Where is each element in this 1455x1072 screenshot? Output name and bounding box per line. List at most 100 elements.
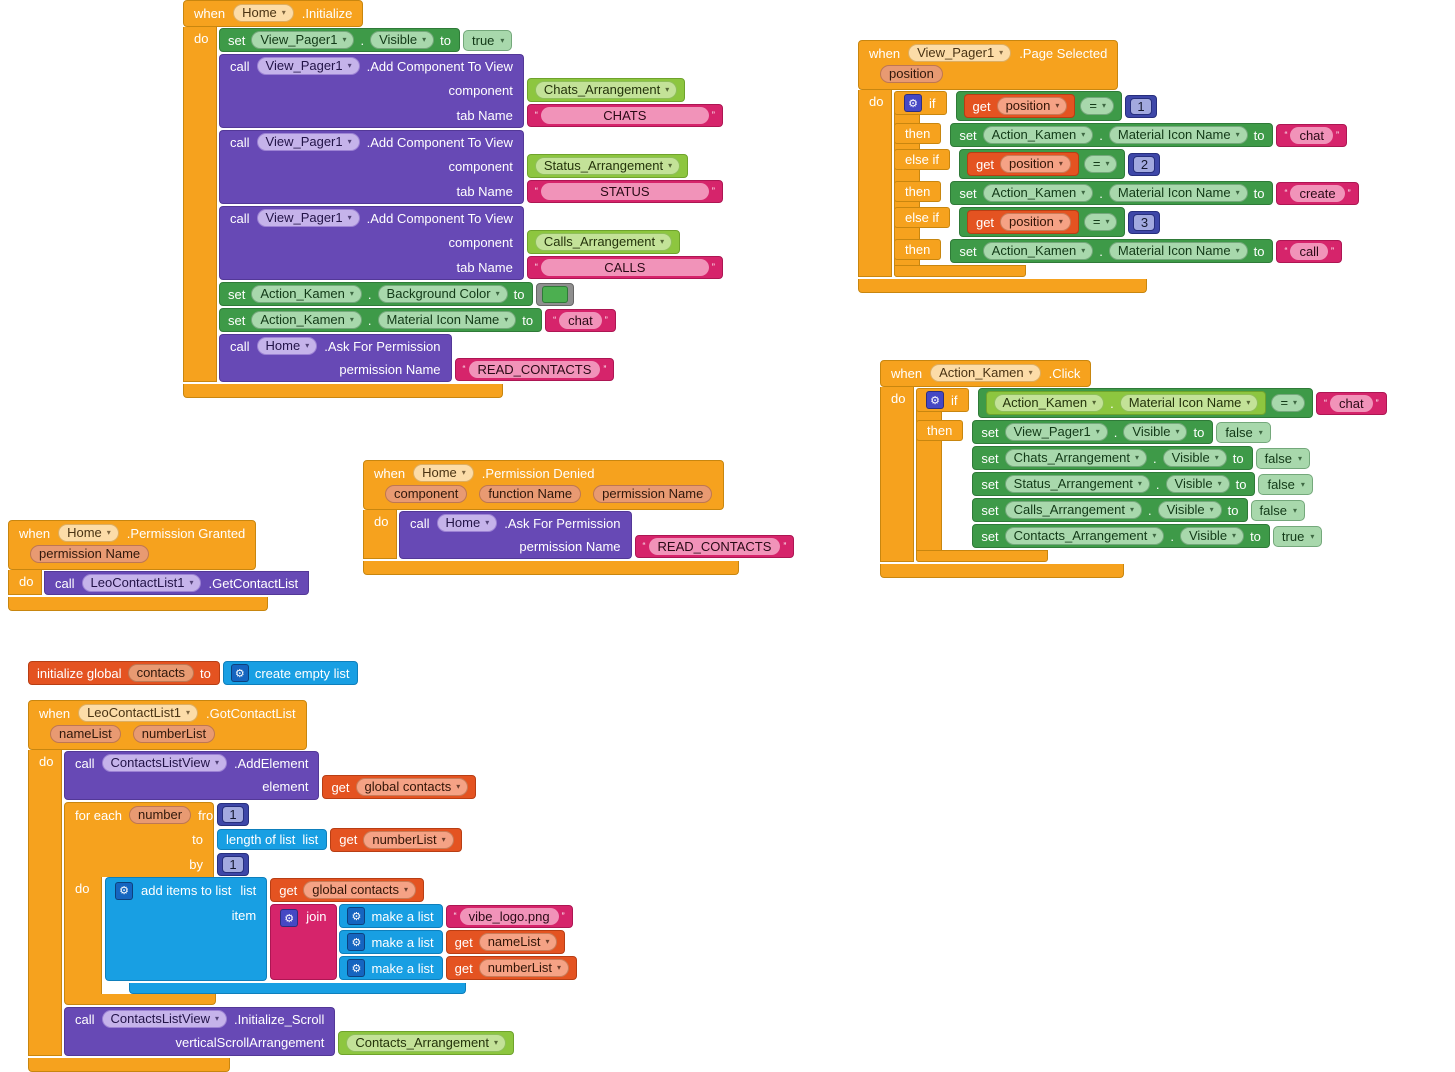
component-dropdown[interactable]: Action_Kamen ▾	[982, 184, 1094, 202]
set-property-block[interactable]: set Action_Kamen ▾. Material Icon Name ▾ to	[950, 181, 1274, 205]
property-dropdown[interactable]: Material Icon Name ▾	[1119, 394, 1259, 412]
component-dropdown[interactable]: Status_Arrangement ▾	[1004, 475, 1150, 493]
property-dropdown[interactable]: Visible ▾	[370, 31, 435, 49]
text-string-block[interactable]: “READ_CONTACTS”	[454, 358, 615, 381]
set-property-block[interactable]: set Chats_Arrangement ▾. Visible ▾ to	[972, 446, 1253, 470]
call-method-block[interactable]: call ContactsListView ▾ .Initialize_Scroll v…	[64, 1007, 515, 1056]
component-getter-block[interactable]: Calls_Arrangement ▾	[526, 230, 681, 254]
global-variable-name-chip[interactable]: contacts	[127, 664, 194, 682]
call-header[interactable]: call Home ▾ .Ask For Permission	[219, 334, 452, 357]
if-bottom-bar[interactable]	[894, 265, 1026, 277]
if-bottom-bar[interactable]	[916, 550, 1048, 562]
for-each-block[interactable]: for each number from 1 to length of list list g…	[64, 802, 578, 1005]
component-dropdown[interactable]: Contacts_Arrangement ▾	[1004, 527, 1165, 545]
component-dropdown[interactable]: View_Pager1 ▾	[1004, 423, 1108, 441]
number-field[interactable]: 1	[1130, 97, 1153, 115]
text-input-field[interactable]: chat	[1290, 126, 1334, 144]
text-input-field[interactable]: create	[1290, 184, 1345, 202]
comparison-block[interactable]: get position ▾ = ▾	[955, 91, 1123, 121]
property-dropdown[interactable]: Visible ▾	[1123, 423, 1188, 441]
boolean-dropdown-block[interactable]: true ▾	[1272, 525, 1323, 547]
text-input-field[interactable]: vibe_logo.png	[459, 907, 559, 925]
then-keyword-cell[interactable]: then	[916, 420, 964, 441]
event-header-box[interactable]: when Home ▾ .Initialize	[183, 0, 364, 27]
text-string-block[interactable]: “CHATS”	[526, 104, 723, 127]
component-dropdown[interactable]: Calls_Arrangement ▾	[1004, 501, 1142, 519]
event-header-box[interactable]: when Home ▾ .Permission Denied component func…	[363, 460, 725, 510]
operator-dropdown[interactable]: = ▾	[1080, 97, 1115, 115]
property-dropdown[interactable]: Visible ▾	[1162, 449, 1227, 467]
if-keyword-cell[interactable]: ⚙ if	[894, 91, 947, 115]
call-method-block[interactable]: call View_Pager1 ▾ .Add Component To View co…	[219, 130, 723, 204]
foreach-header-cell[interactable]: for each number from	[64, 802, 224, 827]
component-dropdown[interactable]: Action_Kamen ▾	[930, 364, 1041, 382]
component-dropdown[interactable]: View_Pager1 ▾	[256, 57, 360, 75]
call-method-block[interactable]: call Home ▾ .Ask For Permission permission N…	[399, 511, 795, 559]
number-block[interactable]: 2	[1128, 152, 1161, 176]
mutator-gear-icon[interactable]: ⚙	[347, 959, 366, 977]
block-bottom-bar[interactable]	[183, 384, 503, 398]
event-block-home-permission-granted[interactable]: when Home ▾ .Permission Granted permission N…	[8, 520, 312, 611]
text-input-field[interactable]: call	[1290, 242, 1328, 260]
set-property-block[interactable]: set Status_Arrangement ▾. Visible ▾ to	[972, 472, 1256, 496]
event-block-home-permission-denied[interactable]: when Home ▾ .Permission Denied component func…	[363, 460, 795, 575]
event-hat-block[interactable]: when View_Pager1 ▾ .Page Selected position do…	[858, 40, 1359, 293]
block-bottom-bar[interactable]	[8, 597, 268, 611]
event-block-gotcontactlist[interactable]: when LeoContactList1 ▾ .GotContactList nameL…	[28, 700, 578, 1072]
event-hat-block[interactable]: when Home ▾ .Initialize do set View_Pager1 ▾. Vi…	[183, 0, 723, 398]
component-dropdown[interactable]: ContactsListView ▾	[101, 1010, 228, 1028]
set-property-block[interactable]: set Contacts_Arrangement ▾. Visible ▾ to	[972, 524, 1270, 548]
component-dropdown[interactable]: Calls_Arrangement ▾	[534, 233, 673, 251]
property-dropdown[interactable]: Material Icon Name ▾	[1108, 126, 1248, 144]
then-keyword-cell[interactable]: then	[894, 239, 942, 260]
event-parameter-chip[interactable]: component	[385, 485, 468, 503]
comparison-block[interactable]: Action_Kamen ▾. Material Icon Name ▾ = ▾	[977, 388, 1314, 418]
set-property-block[interactable]: set Action_Kamen ▾. Material Icon Name ▾ to	[219, 308, 543, 332]
comparison-block[interactable]: get position ▾ = ▾	[958, 207, 1126, 237]
join-header[interactable]: ⚙ join	[270, 904, 338, 980]
if-control-block[interactable]: ⚙ if Action_Kamen ▾. Material Icon Name ▾ = ▾ “c…	[916, 388, 1387, 562]
block-bottom-bar[interactable]	[129, 983, 466, 994]
component-getter-block[interactable]: Status_Arrangement ▾	[526, 154, 689, 178]
set-property-block[interactable]: set View_Pager1 ▾. Visible ▾ to	[219, 28, 460, 52]
set-property-block[interactable]: set View_Pager1 ▾. Visible ▾ to	[972, 420, 1214, 444]
boolean-dropdown-block[interactable]: false ▾	[1250, 499, 1305, 521]
get-variable-block[interactable]: get global contacts ▾	[270, 878, 425, 902]
component-dropdown[interactable]: Action_Kamen ▾	[982, 126, 1094, 144]
number-field[interactable]: 1	[222, 806, 244, 823]
mutator-gear-icon[interactable]: ⚙	[347, 933, 366, 951]
component-dropdown[interactable]: Action_Kamen ▾	[982, 242, 1094, 260]
component-dropdown[interactable]: View_Pager1 ▾	[256, 209, 360, 227]
event-block-viewpager-page-selected[interactable]: when View_Pager1 ▾ .Page Selected position do…	[858, 40, 1359, 293]
component-dropdown[interactable]: Status_Arrangement ▾	[534, 157, 681, 175]
call-header[interactable]: call ContactsListView ▾ .Initialize_Scroll	[64, 1007, 336, 1030]
comparison-block[interactable]: get position ▾ = ▾	[958, 149, 1126, 179]
text-string-block[interactable]: “chat”	[545, 308, 616, 332]
text-string-block[interactable]: “CALLS”	[526, 256, 723, 279]
text-input-field[interactable]: STATUS	[540, 183, 709, 200]
variable-dropdown[interactable]: position ▾	[996, 97, 1068, 115]
add-items-to-list-block[interactable]: ⚙ add items to list list get global contacts…	[105, 877, 578, 981]
mutator-gear-icon[interactable]: ⚙	[230, 664, 249, 682]
text-string-block[interactable]: “call”	[1276, 239, 1342, 263]
text-input-field[interactable]: chat	[1330, 394, 1373, 412]
call-header[interactable]: call View_Pager1 ▾ .Add Component To View	[219, 130, 524, 153]
set-property-block[interactable]: set Calls_Arrangement ▾. Visible ▾ to	[972, 498, 1248, 522]
text-input-field[interactable]: chat	[559, 311, 602, 329]
property-dropdown[interactable]: Visible ▾	[1157, 501, 1222, 519]
block-bottom-bar[interactable]	[858, 279, 1147, 293]
create-empty-list-block[interactable]: ⚙ create empty list	[222, 661, 359, 685]
make-a-list-block[interactable]: ⚙ make a list	[339, 930, 443, 954]
operator-dropdown[interactable]: = ▾	[1083, 155, 1118, 173]
component-dropdown[interactable]: Contacts_Arrangement ▾	[346, 1034, 507, 1052]
event-parameter-chip[interactable]: nameList	[50, 725, 121, 743]
component-dropdown[interactable]: View_Pager1 ▾	[251, 31, 355, 49]
elseif-keyword-cell[interactable]: else if	[894, 149, 950, 170]
boolean-dropdown-block[interactable]: false ▾	[1255, 447, 1311, 469]
number-block[interactable]: 1	[217, 803, 249, 826]
component-getter-block[interactable]: Chats_Arrangement ▾	[526, 78, 686, 102]
call-header[interactable]: call LeoContactList1 ▾ .GetContactList	[44, 571, 310, 595]
property-dropdown[interactable]: Material Icon Name ▾	[1108, 184, 1248, 202]
component-getter-block[interactable]: Contacts_Arrangement ▾	[338, 1031, 515, 1055]
event-hat-block[interactable]: when Home ▾ .Permission Granted permission N…	[8, 520, 312, 611]
